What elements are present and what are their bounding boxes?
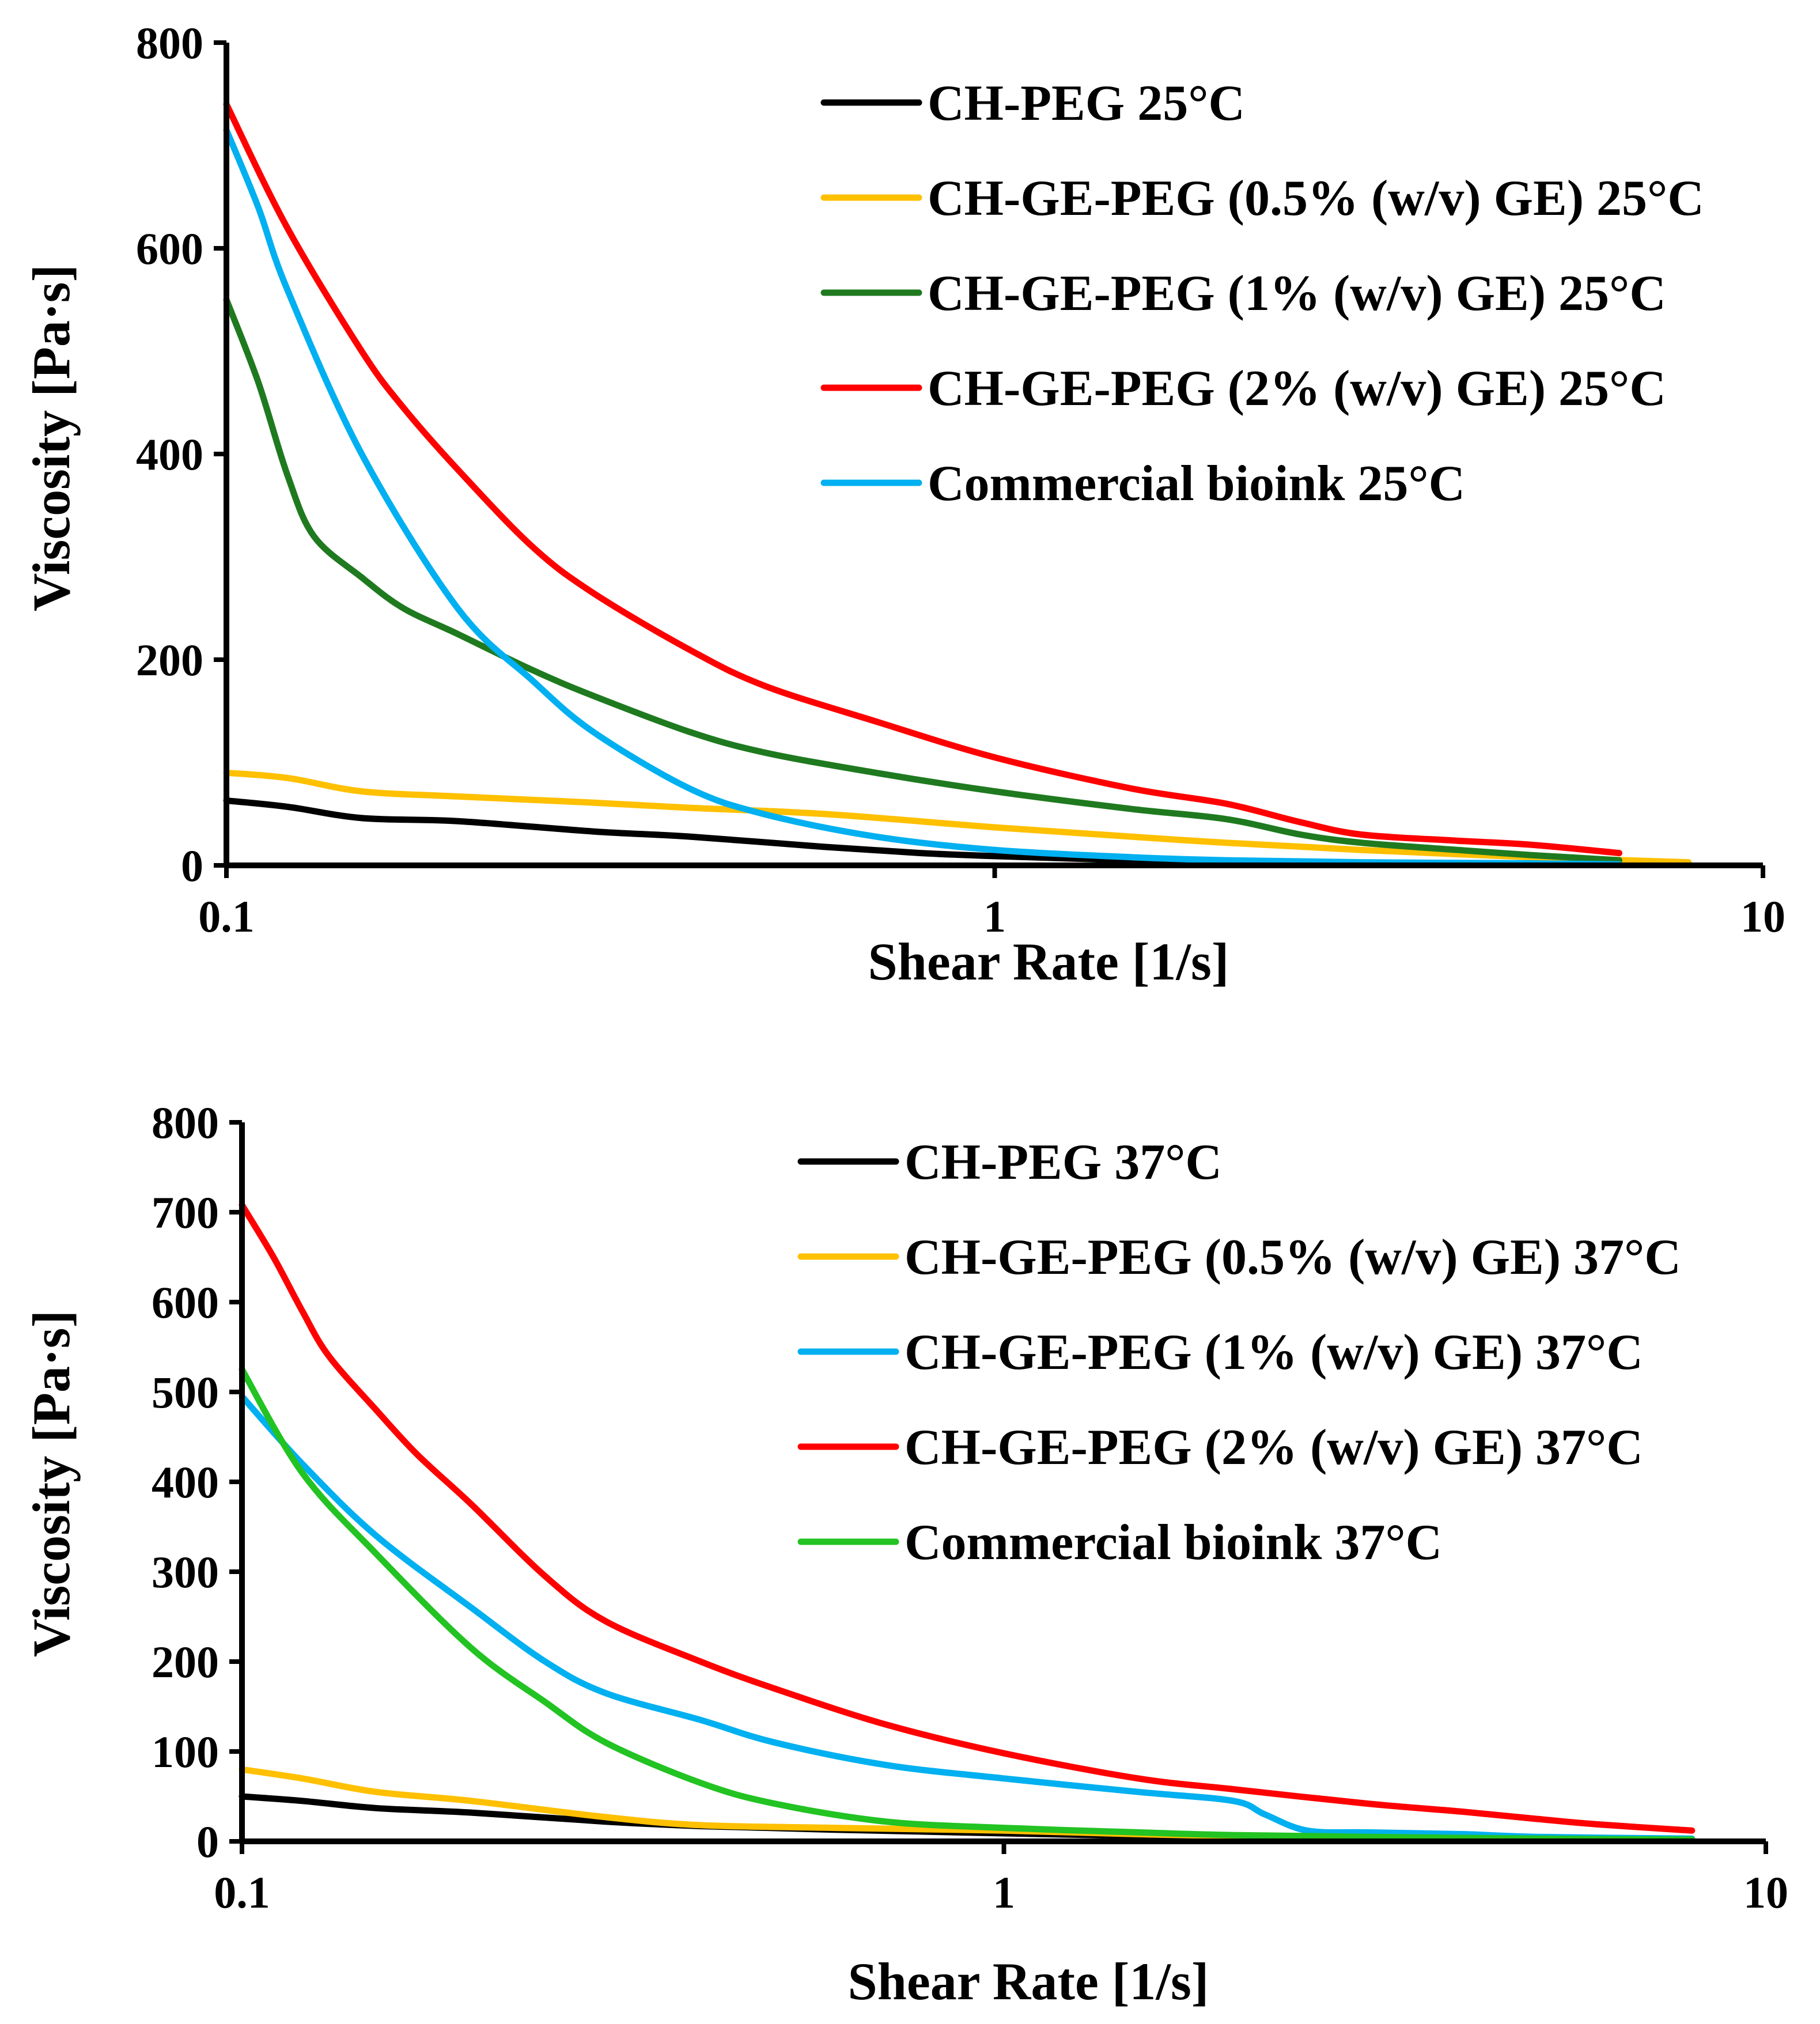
y-tick-label: 0 xyxy=(181,841,203,891)
x-tick-label: 0.1 xyxy=(214,1867,270,1917)
y-axis-title: Viscosity [Pa·s] xyxy=(22,1310,81,1657)
ticks: 0 200 400 600 800 0.1 1 10 xyxy=(136,18,1785,941)
legend-label-ch-peg-37c: CH-PEG 37°C xyxy=(905,1134,1222,1190)
legend-label-ch-peg-25c: CH-PEG 25°C xyxy=(928,75,1245,131)
y-tick-label: 400 xyxy=(136,429,203,479)
x-tick-label: 0.1 xyxy=(198,891,255,941)
series-line-ch-ge-peg-2-w-v-ge-37c xyxy=(239,1202,1696,1834)
x-tick-label: 1 xyxy=(993,1867,1015,1917)
y-tick-label: 500 xyxy=(152,1367,219,1417)
y-tick-label: 100 xyxy=(152,1727,219,1777)
x-axis-title: Shear Rate [1/s] xyxy=(868,932,1229,991)
legend-label-commercial-bioink-37c: Commercial bioink 37°C xyxy=(905,1515,1442,1571)
legend-label-ch-ge-peg-2-w-v-ge-37c: CH-GE-PEG (2% (w/v) GE) 37°C xyxy=(905,1420,1643,1476)
legend: CH-PEG 25°C CH-GE-PEG (0.5% (w/v) GE) 25°… xyxy=(820,75,1704,512)
y-tick-label: 600 xyxy=(136,224,203,274)
viscosity-chart-37c: 0 100 200 300 400 500 600 700 800 0.1 1 10 Shear Ra… xyxy=(22,1098,1788,2011)
legend-label-ch-ge-peg-0-5-w-v-ge-37c: CH-GE-PEG (0.5% (w/v) GE) 37°C xyxy=(905,1229,1681,1285)
series-line-ch-ge-peg-1-w-v-ge-37c xyxy=(239,1393,1696,1842)
series-line-ch-ge-peg-0-5-w-v-ge-25c xyxy=(223,769,1692,866)
legend-label-ch-ge-peg-1-w-v-ge-25c: CH-GE-PEG (1% (w/v) GE) 25°C xyxy=(928,266,1666,321)
x-tick-label: 1 xyxy=(983,891,1006,941)
y-tick-label: 800 xyxy=(152,1098,219,1148)
y-tick-label: 0 xyxy=(196,1817,219,1867)
legend-label-ch-ge-peg-0-5-w-v-ge-25c: CH-GE-PEG (0.5% (w/v) GE) 25°C xyxy=(928,171,1704,226)
x-axis-title: Shear Rate [1/s] xyxy=(848,1952,1209,2011)
y-tick-label: 200 xyxy=(152,1637,219,1687)
x-tick-label: 10 xyxy=(1740,891,1785,941)
y-tick-label: 400 xyxy=(152,1457,219,1507)
series-line-ch-ge-peg-2-w-v-ge-25c xyxy=(223,101,1622,857)
series-line-ch-ge-peg-1-w-v-ge-25c xyxy=(223,296,1622,864)
viscosity-chart-25c: 0 200 400 600 800 0.1 1 10 Shear Rate [1/s] Vis… xyxy=(22,18,1785,991)
legend-label-commercial-bioink-25c: Commercial bioink 25°C xyxy=(928,456,1465,512)
legend: CH-PEG 37°C CH-GE-PEG (0.5% (w/v) GE) 37°… xyxy=(797,1134,1681,1571)
y-axis-title: Viscosity [Pa·s] xyxy=(22,264,81,611)
y-tick-label: 700 xyxy=(152,1187,219,1238)
legend-label-ch-ge-peg-1-w-v-ge-37c: CH-GE-PEG (1% (w/v) GE) 37°C xyxy=(905,1325,1643,1380)
x-tick-label: 10 xyxy=(1743,1867,1788,1917)
y-tick-label: 800 xyxy=(136,18,203,68)
ticks: 0 100 200 300 400 500 600 700 800 0.1 1 10 xyxy=(152,1098,1788,1917)
legend-label-ch-ge-peg-2-w-v-ge-25c: CH-GE-PEG (2% (w/v) GE) 25°C xyxy=(928,361,1666,417)
series-line-commercial-bioink-37c xyxy=(239,1366,1696,1843)
y-tick-label: 300 xyxy=(152,1547,219,1597)
y-tick-label: 600 xyxy=(152,1277,219,1327)
series-line-commercial-bioink-25c xyxy=(223,127,1622,868)
y-tick-label: 200 xyxy=(136,635,203,685)
